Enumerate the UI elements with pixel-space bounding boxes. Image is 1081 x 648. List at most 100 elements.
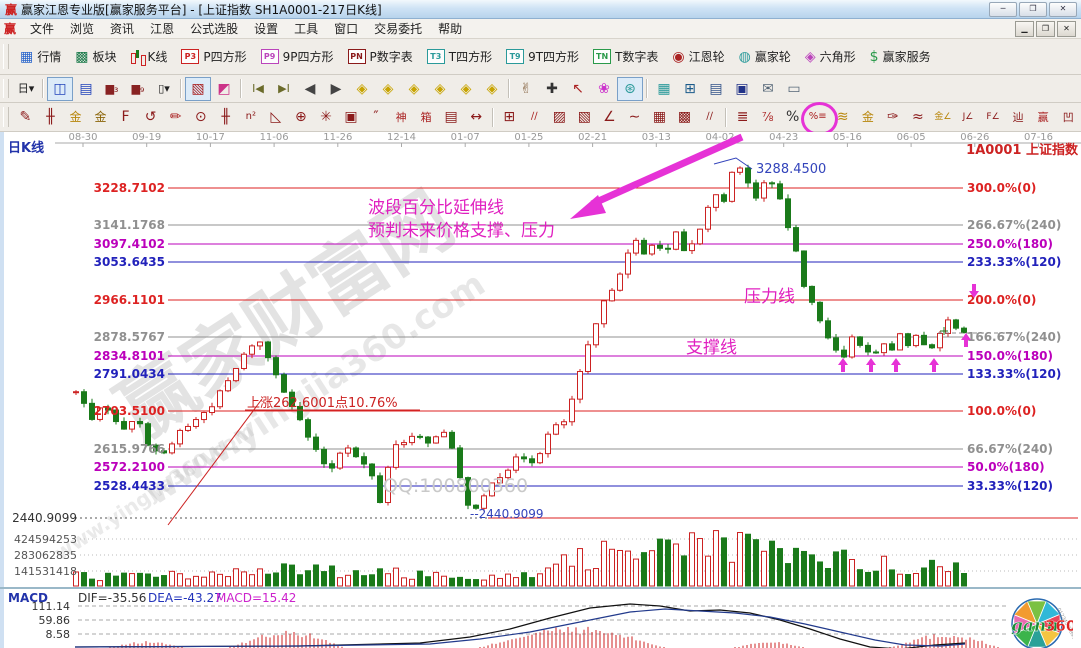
goto-first-bar[interactable]: I◀ [252, 82, 264, 95]
main-chart-view[interactable]: ◫ [47, 76, 73, 101]
kline-plot[interactable]: 赢家财富网www.yingjia360.comwww.yingjia360.co… [0, 132, 1081, 587]
price-levels-tool[interactable]: ≣ [736, 109, 749, 125]
mdi-minimize-button[interactable]: ▁ [1015, 20, 1034, 37]
f-angle-tool[interactable]: F∠ [986, 111, 1000, 122]
close-button[interactable]: ✕ [1049, 1, 1077, 17]
kline-button[interactable]: K线 [124, 39, 175, 74]
chart-3bars-view[interactable]: ▆₃ [105, 82, 119, 95]
draw-pencil-tool[interactable]: ✎ [19, 109, 32, 125]
menu-item-3[interactable]: 江恩 [150, 22, 175, 36]
crosshair-tool[interactable]: ✚ [546, 80, 558, 97]
grid-dense-tool[interactable]: ▩ [677, 109, 692, 125]
trend-angle-tool[interactable]: ∠ [603, 109, 616, 125]
pointer-delete-tool[interactable]: ↖ [572, 80, 584, 97]
angle-mirror-tool[interactable]: ◺ [270, 109, 282, 125]
quotes-button[interactable]: ▦ 行情 [13, 39, 68, 74]
diamond-right[interactable]: ◈ [382, 80, 394, 97]
golden-line-tool[interactable]: 金 [861, 110, 874, 124]
golden-circle-tool[interactable]: ≋ [836, 109, 849, 125]
candle-style-selector[interactable]: ▯▾ [158, 82, 170, 95]
step-line-tool[interactable]: 辿 [1012, 110, 1024, 124]
winner-service-button[interactable]: $ 赢家服务 [863, 39, 938, 74]
mail-tool[interactable]: ✉ [762, 80, 774, 97]
notes-tool[interactable]: ▤ [709, 80, 723, 97]
price-box-tool[interactable]: ⊞ [503, 109, 516, 125]
width-measure-tool[interactable]: ↔ [470, 109, 483, 125]
t-square-button[interactable]: T3 T四方形 [420, 39, 499, 74]
gann-wheel-button[interactable]: ◉ 江恩轮 [665, 39, 731, 74]
diamond-left[interactable]: ◈ [356, 80, 368, 97]
hand-tool[interactable]: ✌ [520, 80, 532, 97]
menu-item-5[interactable]: 设置 [254, 22, 279, 36]
gann-box-tool[interactable]: ▨ [552, 109, 566, 125]
menu-item-9[interactable]: 帮助 [438, 22, 463, 36]
j-angle-tool[interactable]: J∠ [962, 111, 974, 122]
fan-lines-tool[interactable]: ∕∕ [530, 111, 538, 122]
quote-mark-tool[interactable]: ″ [373, 109, 379, 125]
ruler-123-tool[interactable]: ▤ [444, 109, 458, 125]
p-square-button[interactable]: P3 P四方形 [174, 39, 253, 74]
chart-9bars-view[interactable]: ▆₉ [131, 82, 145, 95]
diamond-expand[interactable]: ◈ [486, 80, 498, 97]
zigzag-tool[interactable]: ∼ [628, 109, 641, 125]
wave-band-tool[interactable]: ≈ [912, 109, 924, 125]
cycle-circle-tool[interactable]: ⊙ [194, 109, 207, 125]
goto-last-bar[interactable]: ▶I [278, 82, 290, 95]
mdi-close-button[interactable]: ✕ [1057, 20, 1076, 37]
square-spiral-tool[interactable]: ▣ [344, 109, 358, 125]
calculator-tool[interactable]: ⊞ [684, 80, 696, 97]
menu-item-1[interactable]: 浏览 [70, 22, 95, 36]
sectors-button[interactable]: ▩ 板块 [68, 39, 123, 74]
percent-levels-tool[interactable]: % [786, 109, 800, 125]
t-number-table-button[interactable]: TN T数字表 [586, 39, 665, 74]
menu-item-4[interactable]: 公式选股 [190, 22, 239, 36]
diamond-split[interactable]: ◈ [434, 80, 446, 97]
n-square-tool[interactable]: n² [245, 111, 256, 122]
color-histogram-tool[interactable]: ◩ [217, 80, 231, 97]
info-panel-view[interactable]: ▤ [79, 80, 93, 97]
time-ruler-tool[interactable]: ╫ [46, 109, 55, 125]
p-number-table-button[interactable]: PN P数字表 [341, 39, 420, 74]
menu-item-7[interactable]: 窗口 [334, 22, 359, 36]
calendar-tool[interactable]: ▦ [657, 80, 671, 97]
concave-tool[interactable]: 凹 [1062, 110, 1074, 124]
star-cycle-tool[interactable]: ✳ [320, 109, 332, 125]
gold-angle-tool[interactable]: 金∠ [934, 111, 952, 122]
percent-retrace-tool[interactable]: ⅞ [761, 110, 774, 124]
fibonacci-tool[interactable]: F [121, 109, 130, 125]
gann-gold-ruler2-tool[interactable]: 金 [94, 110, 107, 124]
gann-gold-ruler-tool[interactable]: 金 [69, 110, 82, 124]
parallel-lines-tool[interactable]: ∕∕ [706, 111, 713, 122]
restore-button[interactable]: ❐ [1019, 1, 1047, 17]
save-tool[interactable]: ▣ [735, 80, 749, 97]
band-percent-extension-tool[interactable]: %≡ [801, 102, 839, 136]
tick-ruler-tool[interactable]: ╫ [221, 109, 230, 125]
t9-square-button[interactable]: T9 9T四方形 [499, 39, 586, 74]
minimize-button[interactable]: ─ [989, 1, 1017, 17]
print-tool[interactable]: ▭ [787, 80, 801, 97]
brain-analysis-tool[interactable]: ⊛ [617, 76, 643, 101]
next-bar[interactable]: ▶ [330, 80, 342, 97]
gann-flower-tool[interactable]: ❀ [598, 80, 610, 97]
p9-square-button[interactable]: P9 9P四方形 [254, 39, 341, 74]
menu-item-6[interactable]: 工具 [294, 22, 319, 36]
box-grid-tool[interactable]: 箱 [420, 110, 432, 124]
grid-tool[interactable]: ▦ [652, 109, 667, 125]
prev-bar[interactable]: ◀ [304, 80, 316, 97]
menu-item-0[interactable]: 文件 [30, 22, 55, 36]
compass-tool[interactable]: ⊕ [295, 109, 307, 125]
menu-item-8[interactable]: 交易委托 [374, 22, 423, 36]
mdi-restore-button[interactable]: ❐ [1036, 20, 1055, 37]
pattern-scan-tool[interactable]: ▧ [185, 76, 211, 101]
ink-brush-tool[interactable]: ✑ [887, 109, 899, 125]
diamond-compress[interactable]: ◈ [460, 80, 472, 97]
brush-tool[interactable]: ✏ [169, 109, 182, 125]
winner-wheel-button[interactable]: ◍ 赢家轮 [732, 39, 798, 74]
menu-item-2[interactable]: 资讯 [110, 22, 135, 36]
period-day-selector[interactable]: 日▾ [17, 82, 35, 95]
diamond-focus[interactable]: ◈ [408, 80, 420, 97]
gann-box-shaded-tool[interactable]: ▧ [577, 109, 591, 125]
hexagon-button[interactable]: ◈ 六角形 [798, 39, 863, 74]
win-grid-tool[interactable]: 赢 [1037, 110, 1049, 124]
